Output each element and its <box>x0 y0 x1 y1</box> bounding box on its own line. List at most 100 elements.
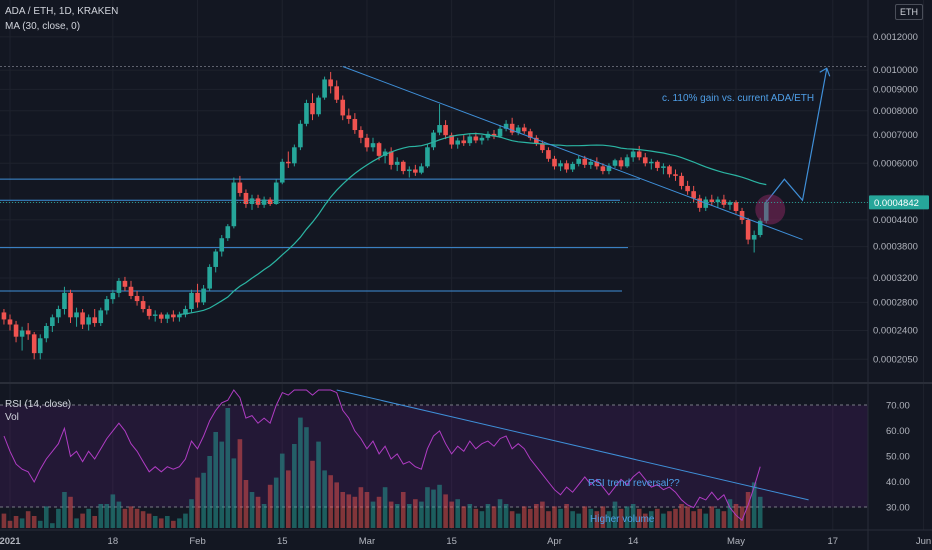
volume-bar <box>140 511 146 528</box>
volume-bar <box>249 492 255 528</box>
candle-body <box>13 324 19 337</box>
candle-body <box>491 133 497 137</box>
volume-bar <box>267 484 273 528</box>
projection-arrowhead <box>819 67 831 77</box>
price-axis-label: 0.0008000 <box>873 106 918 117</box>
candle-body <box>425 147 430 167</box>
candle-body <box>370 143 376 148</box>
volume-bar <box>128 506 134 528</box>
rsi-indicator-legend[interactable]: RSI (14, close) <box>5 399 72 410</box>
volume-bar <box>310 460 315 528</box>
candle-body <box>201 288 206 303</box>
candle-body <box>594 161 600 167</box>
volume-bars <box>1 408 763 528</box>
projection-path <box>765 68 828 203</box>
volume-bar <box>413 499 418 528</box>
candle-body <box>630 151 636 158</box>
volume-bar <box>322 470 327 528</box>
ma-indicator-legend[interactable]: MA (30, close, 0) <box>5 21 81 32</box>
volume-bar <box>697 508 702 528</box>
volume-bar <box>134 508 140 528</box>
candle-body <box>534 137 539 144</box>
candle-body <box>92 317 97 324</box>
candle-body <box>183 309 188 315</box>
horizontal-levels[interactable] <box>0 66 868 292</box>
candle-body <box>558 163 563 167</box>
candle-body <box>340 99 346 116</box>
volume-bar <box>600 506 606 528</box>
candle-body <box>649 161 654 164</box>
currency-badge[interactable]: ETH <box>895 4 923 20</box>
candle-body <box>667 166 672 175</box>
volume-bar <box>443 494 448 528</box>
candle-body <box>322 79 327 98</box>
candle-body <box>219 238 225 252</box>
candle-body <box>407 169 412 172</box>
volume-bar <box>243 480 249 528</box>
time-axis-label: 14 <box>628 536 639 547</box>
candle-body <box>546 150 551 159</box>
price-axis[interactable]: 0.0012000 0.0010000 0.0009000 0.0008000 0.00… <box>873 32 918 365</box>
volume-bar <box>655 508 660 528</box>
rsi-axis-label: 30.00 <box>886 503 910 514</box>
volume-bar <box>709 506 715 528</box>
candle-body <box>413 169 418 173</box>
candle-body <box>570 163 575 170</box>
candle-body <box>286 161 291 164</box>
volume-bar <box>649 511 654 528</box>
candle-body <box>249 198 255 205</box>
current-price-tag-bg <box>869 195 929 210</box>
candle-body <box>134 295 140 302</box>
candle-body <box>37 338 43 354</box>
rsi-axis[interactable]: 70.00 60.00 50.00 40.00 30.00 <box>886 400 910 513</box>
candle-body <box>503 123 509 129</box>
candle-body <box>673 174 678 176</box>
time-axis[interactable]: 202118Feb15Mar15Apr14May17Jun14Jul <box>0 536 932 547</box>
symbol-title[interactable]: ADA / ETH, 1D, KRAKEN <box>5 6 119 17</box>
volume-bar <box>576 513 581 528</box>
time-axis-label: Feb <box>189 536 205 547</box>
volume-bar <box>673 508 678 528</box>
trendline-drawings[interactable] <box>336 66 831 501</box>
candle-body <box>44 325 49 339</box>
volume-bar <box>594 511 600 528</box>
volume-bar <box>13 516 19 528</box>
volume-bar <box>146 513 152 528</box>
candle-body <box>86 317 91 325</box>
rsi-axis-label: 50.00 <box>886 451 910 462</box>
candle-body <box>267 199 273 205</box>
candle-body <box>243 192 249 205</box>
volume-bar <box>340 492 346 528</box>
volume-bar <box>207 456 212 528</box>
volume-bar <box>425 487 430 528</box>
candle-body <box>122 280 128 287</box>
candle-body <box>727 202 733 205</box>
candle-body <box>588 161 594 165</box>
volume-bar <box>62 492 67 528</box>
volume-bar <box>618 508 624 528</box>
candle-body <box>31 334 37 354</box>
volume-bar <box>201 472 206 528</box>
volume-bar <box>691 511 696 528</box>
volume-bar <box>358 487 364 528</box>
candle-body <box>146 309 152 316</box>
candle-body <box>751 235 757 240</box>
price-trendline <box>342 66 803 241</box>
time-axis-label: 17 <box>828 536 839 547</box>
candle-body <box>600 166 606 172</box>
candle-body <box>485 133 491 138</box>
time-axis-label: Mar <box>359 536 375 547</box>
candle-body <box>515 127 521 133</box>
volume-bar <box>751 482 757 528</box>
volume-bar <box>158 518 164 528</box>
volume-bar <box>449 501 454 528</box>
candle-body <box>74 312 79 318</box>
volume-bar <box>642 513 648 528</box>
volume-bar <box>25 511 31 528</box>
volume-bar <box>546 511 551 528</box>
volume-bar <box>407 504 412 528</box>
volume-bar <box>328 475 333 528</box>
vol-indicator-legend[interactable]: Vol <box>5 412 19 423</box>
volume-bar <box>56 508 61 528</box>
